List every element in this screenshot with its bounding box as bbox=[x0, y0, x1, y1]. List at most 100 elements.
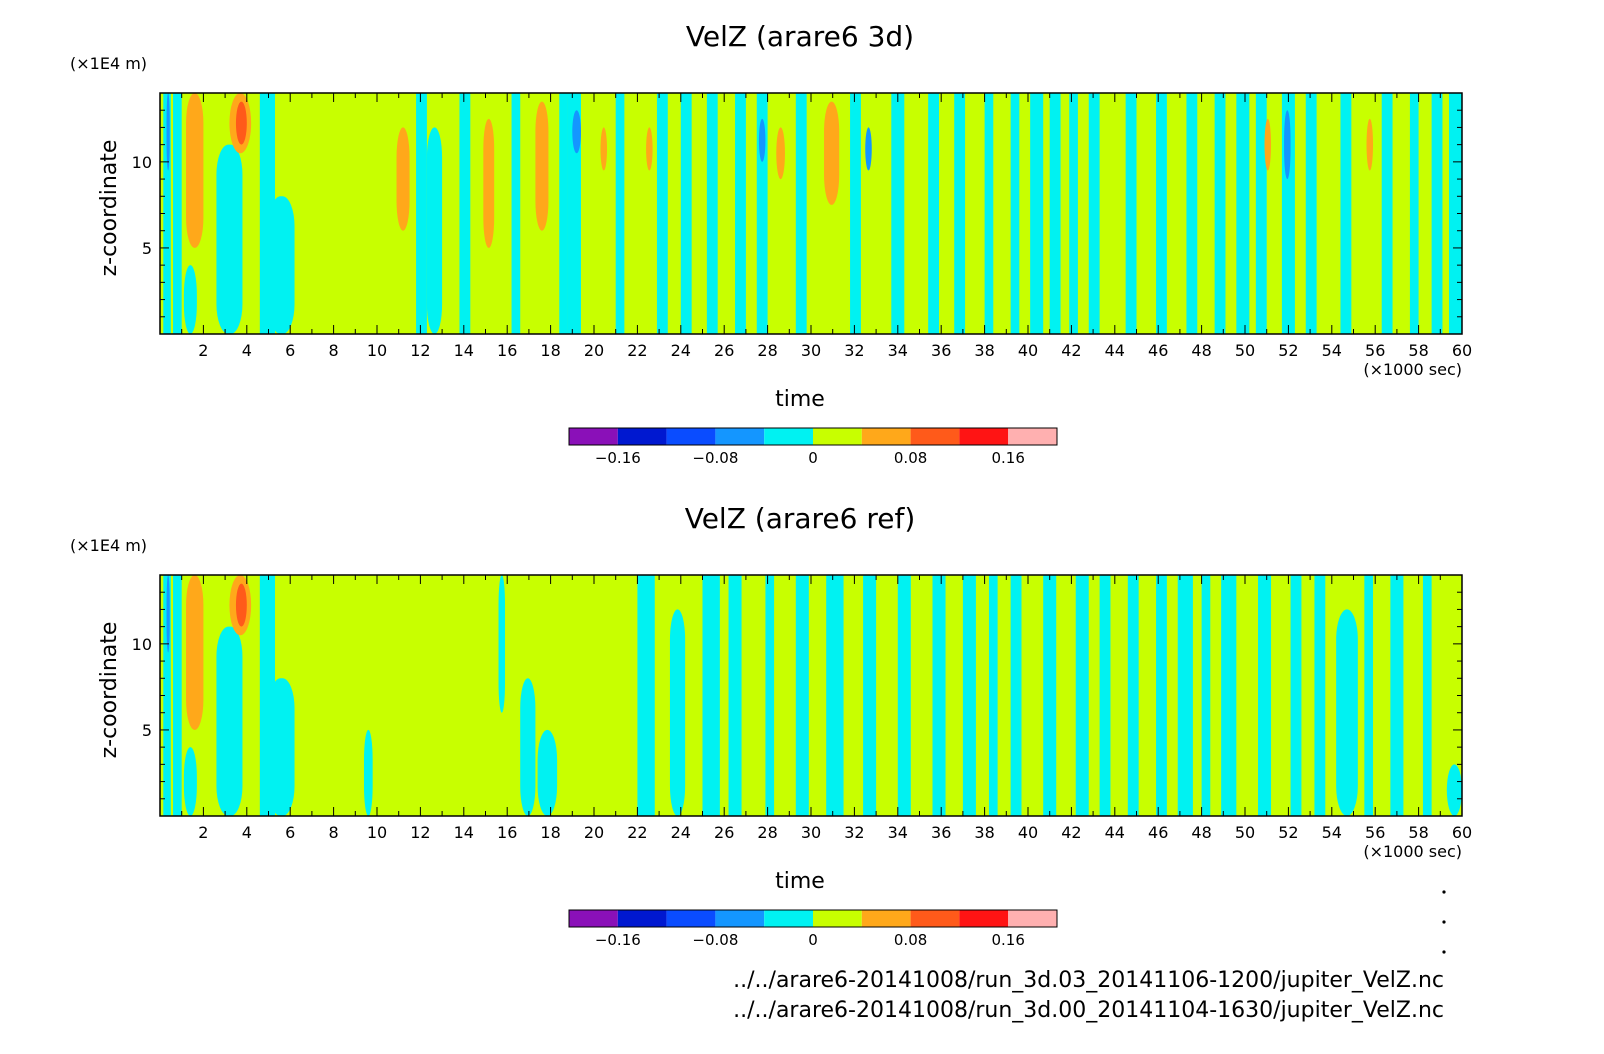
x-tick-label: 8 bbox=[329, 341, 339, 360]
contour-band bbox=[1290, 575, 1302, 816]
x-tick-label: 32 bbox=[844, 823, 864, 842]
x-tick-label: 46 bbox=[1148, 341, 1168, 360]
contour-band bbox=[1043, 575, 1057, 816]
contour-band bbox=[1258, 575, 1272, 816]
colorbar: −0.16 −0.08 0 0.08 0.16 bbox=[568, 909, 1058, 949]
contour-band bbox=[1069, 93, 1078, 334]
x-tick-label: 20 bbox=[584, 823, 604, 842]
x-tick-label: 6 bbox=[285, 341, 295, 360]
x-tick-label: 2 bbox=[198, 823, 208, 842]
colorbar-tick-label: 0.08 bbox=[894, 449, 927, 467]
x-tick-label: 54 bbox=[1322, 341, 1342, 360]
contour-band bbox=[776, 127, 785, 180]
x-tick-label: 42 bbox=[1061, 823, 1081, 842]
marker-dot bbox=[1442, 920, 1446, 924]
panel-velz-3d: VelZ (arare6 3d) (×1E4 m) z-coordinate (… bbox=[70, 20, 1472, 412]
x-axis-label: time bbox=[775, 869, 825, 894]
contour-band bbox=[183, 747, 197, 816]
contour-band bbox=[1336, 609, 1358, 816]
contour-band bbox=[1221, 575, 1237, 816]
x-tick-label: 14 bbox=[454, 823, 474, 842]
colorbar-tick-label: −0.16 bbox=[595, 449, 641, 467]
x-tick-label: 2 bbox=[198, 341, 208, 360]
colorbar-frame bbox=[568, 427, 1058, 446]
y-tick-label: 5 bbox=[142, 721, 152, 740]
contour-band bbox=[897, 575, 911, 816]
contour-band bbox=[1156, 575, 1167, 816]
contour-band bbox=[600, 127, 608, 171]
x-tick-label: 28 bbox=[757, 823, 777, 842]
panel-velz-ref: VelZ (arare6 ref) (×1E4 m) z-coordinate … bbox=[70, 502, 1472, 894]
colorbar-tick-label: 0 bbox=[808, 931, 818, 949]
contour-band bbox=[669, 609, 686, 816]
x-tick-label: 20 bbox=[584, 341, 604, 360]
x-tick-label: 36 bbox=[931, 341, 951, 360]
contour-band bbox=[1127, 575, 1139, 816]
colorbar-swatch bbox=[910, 910, 960, 927]
contour-band bbox=[1049, 93, 1061, 334]
panel-title: VelZ (arare6 ref) bbox=[685, 502, 916, 535]
contour-band bbox=[537, 729, 558, 816]
colorbar-tick-label: 0 bbox=[808, 449, 818, 467]
contour-band bbox=[535, 101, 549, 231]
colorbar-swatch bbox=[764, 428, 813, 445]
contour-band bbox=[268, 196, 295, 334]
contour-band bbox=[166, 93, 170, 171]
colorbar-swatch bbox=[666, 428, 716, 445]
colorbar-tick-label: −0.16 bbox=[595, 931, 641, 949]
contour-band bbox=[758, 118, 766, 162]
colorbar-frame bbox=[568, 909, 1058, 928]
contour-band bbox=[1448, 93, 1462, 334]
x-tick-label: 22 bbox=[627, 823, 647, 842]
contour-band bbox=[235, 583, 247, 627]
x-tick-label: 56 bbox=[1365, 341, 1385, 360]
contour-band bbox=[186, 93, 204, 248]
heatmap-field bbox=[160, 93, 1462, 334]
colorbar-tick-label: 0.16 bbox=[991, 449, 1024, 467]
x-tick-label: 30 bbox=[801, 341, 821, 360]
x-tick-label: 26 bbox=[714, 341, 734, 360]
colorbar-swatch bbox=[959, 428, 1009, 445]
contour-band bbox=[166, 575, 170, 653]
x-tick-label: 44 bbox=[1105, 341, 1125, 360]
x-tick-label: 50 bbox=[1235, 341, 1255, 360]
x-tick-label: 58 bbox=[1408, 341, 1428, 360]
y-axis-label: z-coordinate bbox=[97, 622, 122, 759]
contour-band bbox=[954, 93, 966, 334]
x-tick-label: 40 bbox=[1018, 341, 1038, 360]
x-tick-label: 52 bbox=[1278, 823, 1298, 842]
marker-dot bbox=[1442, 890, 1446, 894]
x-tick-label: 40 bbox=[1018, 823, 1038, 842]
contour-band bbox=[680, 93, 692, 334]
contour-band bbox=[824, 101, 840, 205]
contour-band bbox=[216, 144, 243, 334]
contour-band bbox=[1381, 93, 1393, 334]
colorbar-swatch bbox=[861, 910, 911, 927]
x-tick-label: 18 bbox=[540, 341, 560, 360]
colorbar-tick-label: 0.08 bbox=[894, 931, 927, 949]
x-tick-label: 24 bbox=[671, 341, 691, 360]
heatmap-plot: 2 4 6 8 10 12 14 16 18 20 22 24 26 28 30 32 34 36 38 40 42 44… bbox=[132, 92, 1472, 360]
contour-band bbox=[183, 265, 197, 334]
contour-band bbox=[1422, 575, 1432, 816]
x-tick-label: 52 bbox=[1278, 341, 1298, 360]
contour-band bbox=[728, 575, 742, 816]
colorbar-swatch bbox=[959, 910, 1009, 927]
panel-title: VelZ (arare6 3d) bbox=[686, 20, 914, 53]
contour-band bbox=[1366, 118, 1374, 171]
contour-band bbox=[216, 626, 243, 816]
x-axis-label: time bbox=[775, 387, 825, 412]
contour-band bbox=[1446, 764, 1462, 816]
colorbar-swatch bbox=[1008, 910, 1057, 927]
x-tick-label: 60 bbox=[1452, 823, 1472, 842]
colorbar-swatch bbox=[617, 428, 667, 445]
contour-band bbox=[1030, 93, 1044, 334]
contour-band bbox=[984, 93, 994, 334]
contour-band bbox=[756, 93, 768, 334]
x-tick-label: 12 bbox=[410, 341, 430, 360]
contour-band bbox=[567, 93, 581, 334]
x-tick-label: 6 bbox=[285, 823, 295, 842]
contour-band bbox=[1305, 93, 1317, 334]
contour-band bbox=[363, 729, 373, 816]
x-tick-label: 4 bbox=[242, 341, 252, 360]
